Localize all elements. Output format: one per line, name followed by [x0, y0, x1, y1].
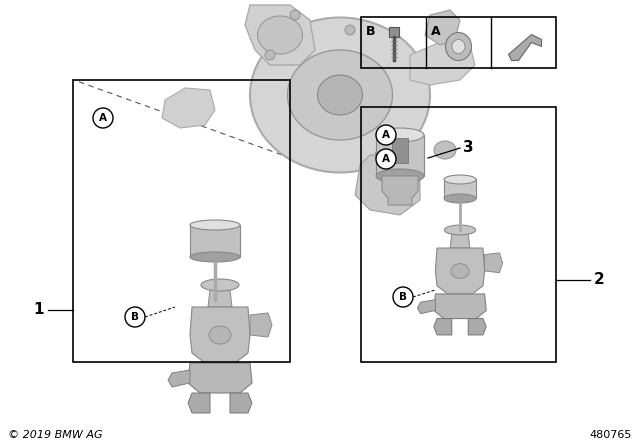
Text: A: A	[431, 25, 440, 38]
Polygon shape	[376, 135, 424, 176]
Polygon shape	[162, 88, 215, 128]
Text: © 2019 BMW AG: © 2019 BMW AG	[8, 430, 102, 440]
Polygon shape	[509, 34, 541, 60]
Circle shape	[125, 307, 145, 327]
Ellipse shape	[434, 141, 456, 159]
Circle shape	[290, 10, 300, 20]
Ellipse shape	[257, 16, 303, 54]
Ellipse shape	[444, 175, 476, 184]
Text: B: B	[399, 292, 407, 302]
Text: A: A	[99, 113, 107, 123]
Ellipse shape	[444, 194, 476, 203]
Polygon shape	[355, 155, 420, 215]
Text: B: B	[366, 25, 376, 38]
Polygon shape	[484, 253, 502, 273]
Text: A: A	[382, 154, 390, 164]
Circle shape	[393, 287, 413, 307]
Circle shape	[376, 125, 396, 145]
Circle shape	[265, 50, 275, 60]
Ellipse shape	[317, 75, 362, 115]
Polygon shape	[188, 363, 252, 393]
Polygon shape	[190, 307, 250, 363]
Text: B: B	[131, 312, 139, 322]
Ellipse shape	[452, 39, 465, 53]
Polygon shape	[245, 5, 315, 65]
Polygon shape	[410, 40, 475, 85]
Circle shape	[93, 108, 113, 128]
Ellipse shape	[287, 50, 392, 140]
Ellipse shape	[376, 169, 424, 183]
Polygon shape	[468, 319, 486, 335]
Circle shape	[375, 150, 385, 160]
Polygon shape	[417, 300, 435, 314]
Ellipse shape	[190, 252, 240, 262]
Ellipse shape	[250, 17, 430, 172]
Text: 1: 1	[33, 302, 44, 318]
Polygon shape	[382, 176, 418, 205]
Bar	[388, 27, 399, 37]
Polygon shape	[435, 248, 484, 294]
Polygon shape	[250, 313, 272, 337]
Polygon shape	[230, 393, 252, 413]
Ellipse shape	[444, 225, 476, 235]
Polygon shape	[425, 10, 460, 45]
Polygon shape	[168, 370, 190, 387]
Ellipse shape	[451, 263, 469, 278]
Text: 3: 3	[463, 141, 474, 155]
Polygon shape	[434, 294, 486, 319]
Text: 2: 2	[594, 272, 605, 288]
Polygon shape	[190, 225, 240, 257]
Polygon shape	[208, 290, 232, 307]
Bar	[361, 17, 556, 68]
Ellipse shape	[201, 279, 239, 291]
Text: 480765: 480765	[589, 430, 632, 440]
Polygon shape	[450, 234, 470, 248]
Ellipse shape	[209, 326, 231, 344]
Bar	[361, 107, 556, 362]
Circle shape	[345, 25, 355, 35]
Ellipse shape	[376, 128, 424, 142]
Text: A: A	[382, 130, 390, 140]
Bar	[392, 138, 408, 163]
Ellipse shape	[445, 33, 472, 60]
Polygon shape	[188, 393, 210, 413]
Polygon shape	[434, 319, 452, 335]
Ellipse shape	[190, 220, 240, 230]
Bar	[73, 80, 290, 362]
Polygon shape	[444, 180, 476, 198]
Circle shape	[376, 149, 396, 169]
